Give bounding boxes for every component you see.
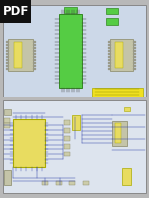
- Bar: [4, 109, 11, 115]
- Bar: [4, 118, 10, 123]
- Bar: [6, 44, 8, 45]
- Bar: [108, 62, 110, 63]
- Text: PDF: PDF: [2, 5, 29, 18]
- Bar: [133, 53, 135, 54]
- Bar: [133, 65, 135, 66]
- Bar: [133, 44, 135, 45]
- Bar: [108, 56, 110, 57]
- Bar: [33, 44, 35, 45]
- Bar: [14, 42, 22, 68]
- Bar: [42, 181, 48, 185]
- Bar: [106, 8, 118, 14]
- Bar: [108, 53, 110, 54]
- Bar: [6, 65, 8, 66]
- Bar: [115, 123, 121, 143]
- Bar: [33, 47, 35, 48]
- Bar: [4, 123, 10, 128]
- Bar: [33, 68, 35, 69]
- Bar: [6, 68, 8, 69]
- Bar: [6, 47, 8, 48]
- Bar: [83, 181, 89, 185]
- Bar: [59, 14, 82, 88]
- Bar: [133, 62, 135, 63]
- Bar: [6, 41, 8, 42]
- Bar: [4, 170, 11, 185]
- Bar: [115, 42, 123, 68]
- Bar: [133, 59, 135, 60]
- Bar: [64, 128, 70, 133]
- Bar: [69, 181, 75, 185]
- Bar: [106, 18, 118, 25]
- Bar: [108, 59, 110, 60]
- Bar: [108, 68, 110, 69]
- Bar: [6, 56, 8, 57]
- Bar: [33, 59, 35, 60]
- Bar: [112, 121, 127, 146]
- Bar: [133, 41, 135, 42]
- Bar: [64, 144, 70, 148]
- Bar: [64, 152, 70, 156]
- Bar: [133, 56, 135, 57]
- Bar: [0, 0, 31, 23]
- Bar: [3, 100, 146, 193]
- Bar: [110, 39, 133, 71]
- Bar: [64, 136, 70, 141]
- Bar: [6, 62, 8, 63]
- Bar: [33, 65, 35, 66]
- Bar: [6, 50, 8, 51]
- Bar: [33, 56, 35, 57]
- Bar: [108, 50, 110, 51]
- Bar: [6, 53, 8, 54]
- Bar: [6, 59, 8, 60]
- Bar: [122, 168, 131, 185]
- Bar: [15, 10, 28, 16]
- Bar: [3, 5, 146, 98]
- Bar: [124, 107, 130, 111]
- Bar: [133, 68, 135, 69]
- Bar: [56, 181, 62, 185]
- Bar: [108, 47, 110, 48]
- Bar: [92, 88, 143, 97]
- Bar: [72, 115, 80, 130]
- Bar: [108, 65, 110, 66]
- Bar: [64, 7, 77, 13]
- Bar: [133, 50, 135, 51]
- Bar: [33, 41, 35, 42]
- Bar: [133, 47, 135, 48]
- Bar: [8, 39, 33, 71]
- Bar: [108, 41, 110, 42]
- Bar: [0, 97, 149, 100]
- Bar: [33, 62, 35, 63]
- Bar: [33, 50, 35, 51]
- Bar: [33, 53, 35, 54]
- Bar: [13, 119, 45, 167]
- Bar: [108, 44, 110, 45]
- Bar: [64, 120, 70, 125]
